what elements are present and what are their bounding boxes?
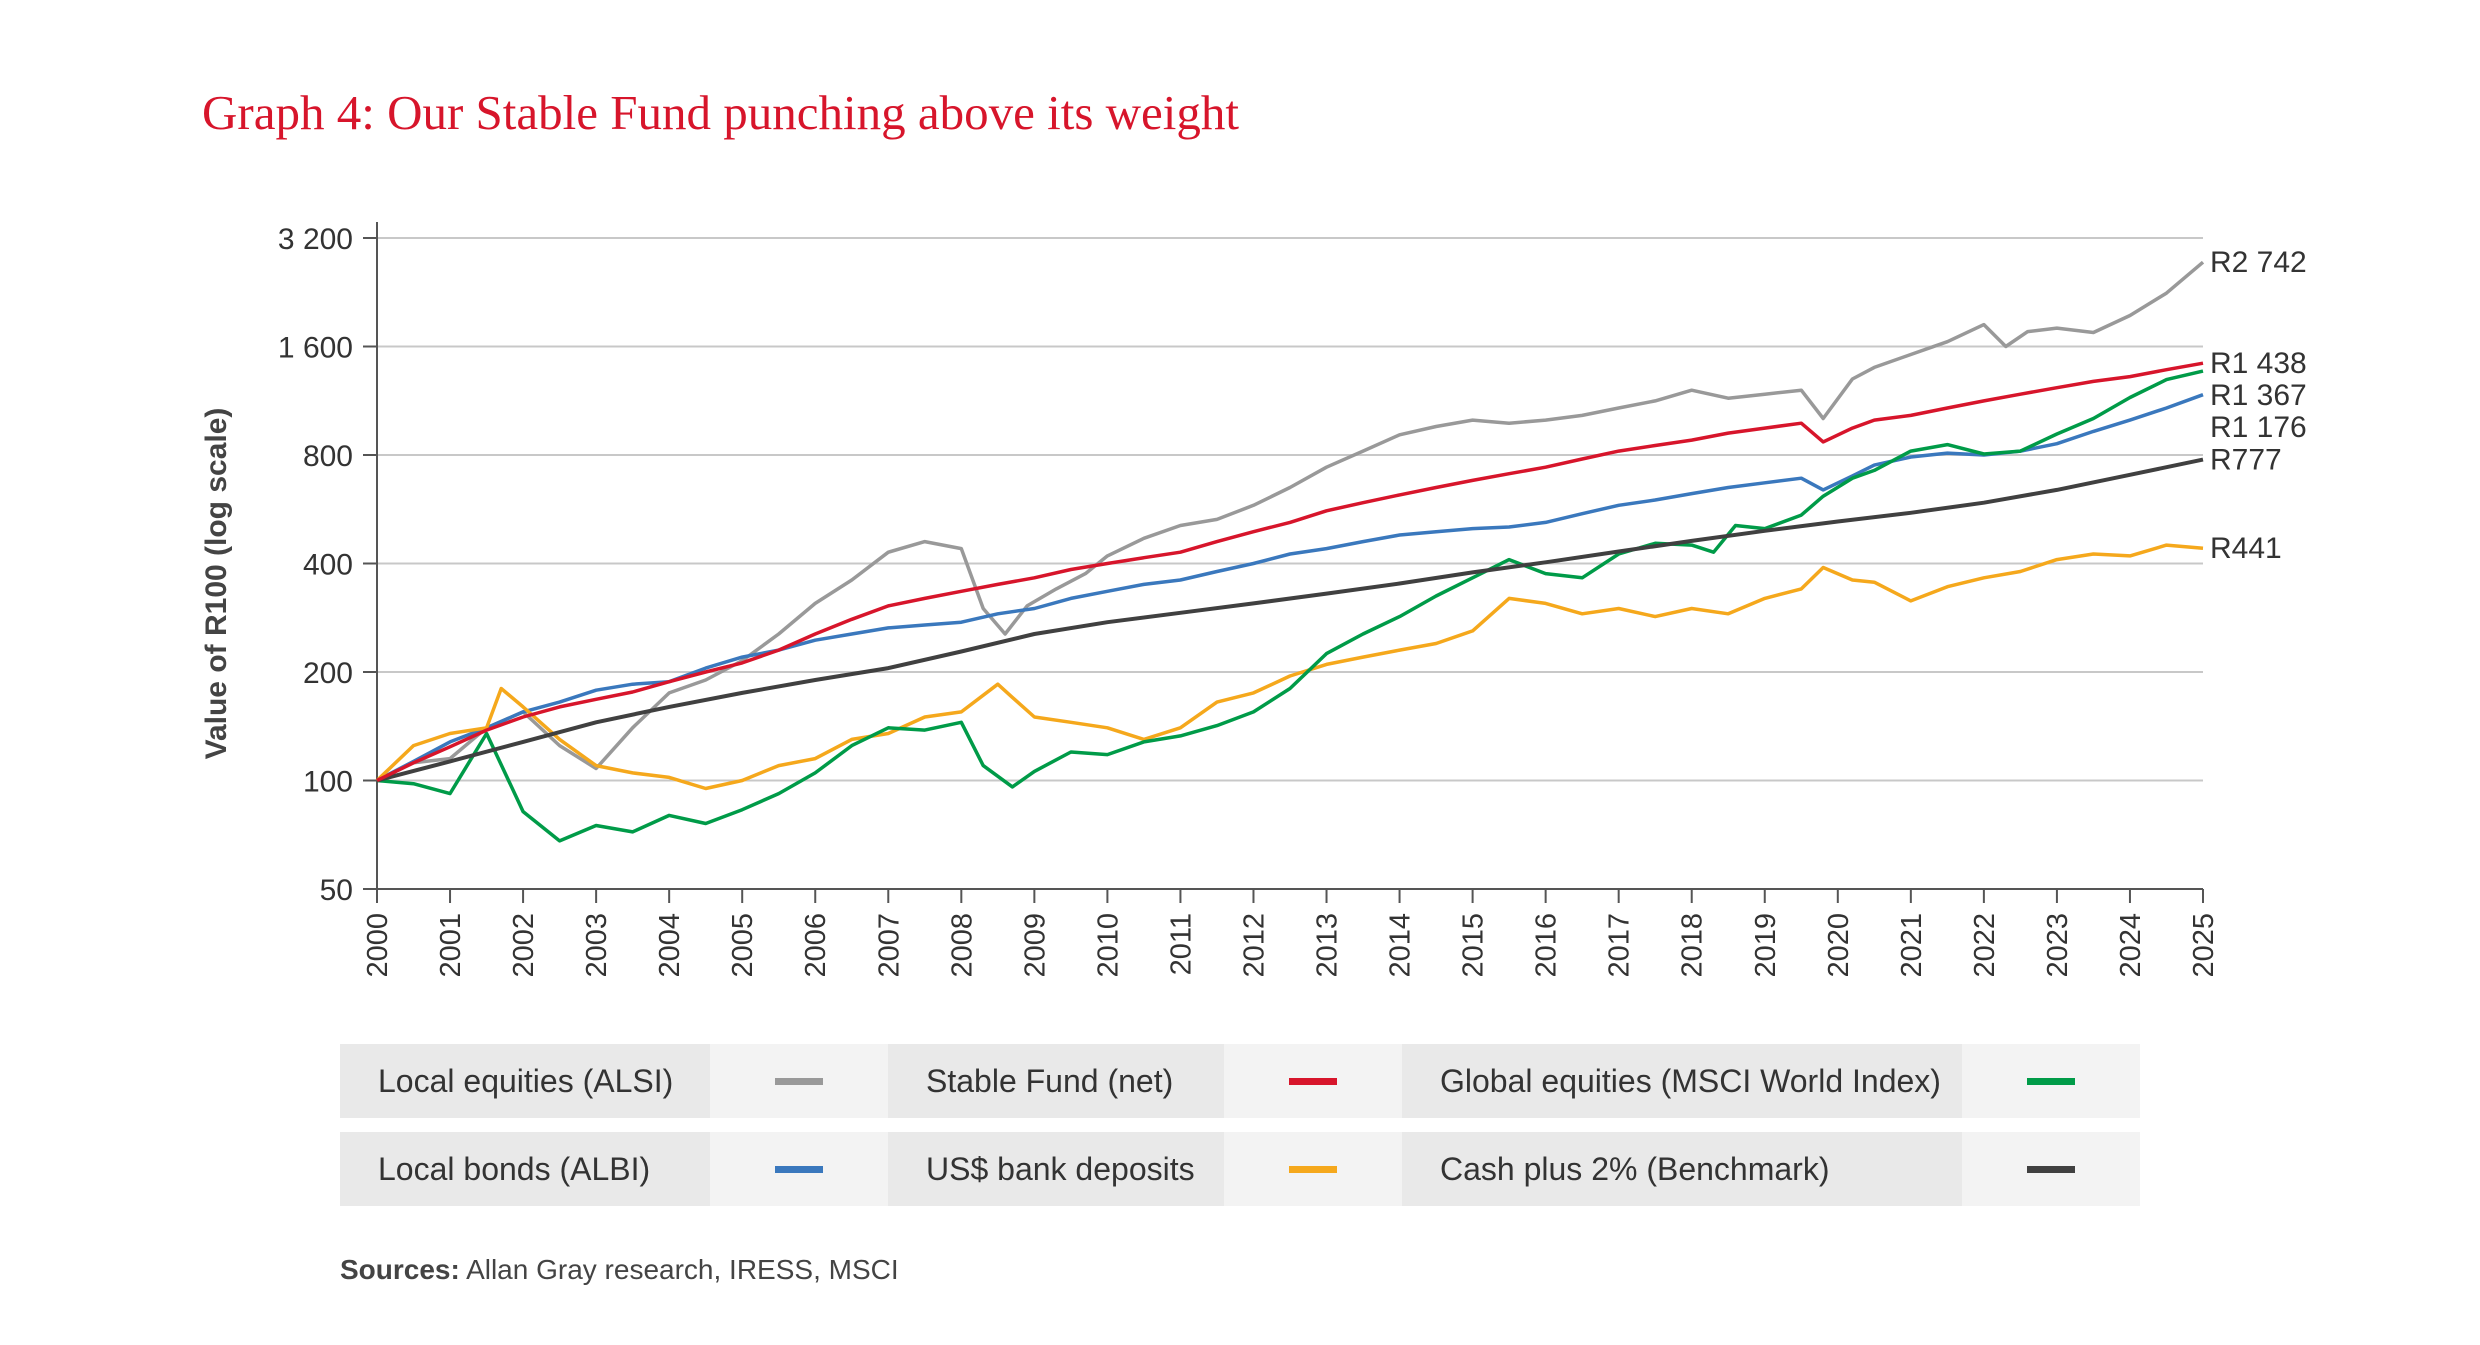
x-tick-label: 2021: [1896, 913, 1928, 978]
end-value-label: R1 176: [2210, 411, 2307, 444]
x-tick-label: 2022: [1969, 913, 2001, 978]
x-tick-label: 2019: [1750, 913, 1782, 978]
x-tick-label: 2009: [1019, 913, 1051, 978]
legend: Local equities (ALSI) Stable Fund (net) …: [340, 1044, 2140, 1220]
x-tick-label: 2001: [435, 913, 467, 978]
legend-line-cash-plus: [2027, 1165, 2075, 1173]
series-line-global-equities-msci-world-index: [376, 369, 2204, 843]
legend-label-local-bonds: Local bonds (ALBI): [340, 1132, 710, 1206]
x-tick-label: 2000: [362, 913, 394, 978]
x-tick-label: 2015: [1458, 913, 1490, 978]
y-tick-label: 400: [303, 549, 353, 582]
y-tick-label: 3 200: [278, 223, 353, 256]
sources-note: Sources: Allan Gray research, IRESS, MSC…: [340, 1254, 899, 1286]
x-tick-label: 2018: [1677, 913, 1709, 978]
series-line-us-bank-deposits: [375, 543, 2204, 791]
x-tick-label: 2012: [1238, 913, 1270, 978]
x-tick-label: 2011: [1165, 913, 1197, 975]
x-tick-label: 2025: [2188, 913, 2220, 978]
y-tick-label: 100: [303, 766, 353, 799]
legend-row: Local equities (ALSI) Stable Fund (net) …: [340, 1044, 2140, 1118]
x-tick-label: 2016: [1531, 913, 1563, 978]
legend-label-global-equities: Global equities (MSCI World Index): [1402, 1044, 1962, 1118]
x-tick-label: 2004: [654, 913, 686, 978]
legend-line-usd-deposits: [1289, 1165, 1337, 1173]
x-tick-label: 2007: [873, 913, 905, 978]
y-tick-label: 50: [320, 874, 353, 907]
x-tick-label: 2005: [727, 913, 759, 978]
line-chart: 50 100 200 400 800 1 600 3 200 2000 2001 2002 2003…: [200, 222, 2307, 978]
y-tick-label: 1 600: [278, 332, 353, 365]
legend-swatch-global-equities: [1962, 1044, 2140, 1118]
legend-line-stable-fund: [1289, 1077, 1337, 1085]
x-tick-label: 2014: [1385, 913, 1417, 978]
legend-line-local-equities: [775, 1077, 823, 1085]
legend-swatch-stable-fund: [1224, 1044, 1402, 1118]
legend-swatch-usd-deposits: [1224, 1132, 1402, 1206]
end-value-label: R1 438: [2210, 347, 2307, 380]
x-tick-label: 2010: [1092, 913, 1124, 978]
legend-swatch-local-bonds: [710, 1132, 888, 1206]
end-value-label: R441: [2210, 532, 2282, 565]
sources-text: Allan Gray research, IRESS, MSCI: [459, 1254, 899, 1285]
series-line-local-bonds-albi: [376, 393, 2204, 783]
end-value-label: R777: [2210, 444, 2282, 477]
x-tick-label: 2023: [2042, 913, 2074, 978]
series-line-stable-fund-net: [376, 361, 2204, 783]
chart-title: Graph 4: Our Stable Fund punching above …: [202, 85, 1240, 140]
x-tick-label: 2003: [581, 913, 613, 978]
legend-swatch-cash-plus: [1962, 1132, 2140, 1206]
y-tick-label: 800: [303, 440, 353, 473]
legend-label-cash-plus: Cash plus 2% (Benchmark): [1402, 1132, 1962, 1206]
x-tick-label: 2020: [1823, 913, 1855, 978]
end-value-label: R2 742: [2210, 246, 2307, 279]
sources-label: Sources:: [340, 1254, 460, 1285]
x-tick-label: 2017: [1604, 913, 1636, 978]
x-tick-label: 2008: [946, 913, 978, 978]
legend-line-local-bonds: [775, 1165, 823, 1173]
end-value-label: R1 367: [2210, 379, 2307, 412]
series-line-cash-plus-2-benchmark: [376, 457, 2204, 783]
legend-label-local-equities: Local equities (ALSI): [340, 1044, 710, 1118]
x-tick-label: 2002: [508, 913, 540, 978]
series-line-local-equities-alsi: [376, 260, 2205, 783]
legend-row: Local bonds (ALBI) US$ bank deposits Cas…: [340, 1132, 2140, 1206]
legend-line-global-equities: [2027, 1077, 2075, 1085]
legend-label-usd-deposits: US$ bank deposits: [888, 1132, 1224, 1206]
y-axis-label: Value of R100 (log scale): [200, 408, 233, 760]
x-tick-label: 2006: [800, 913, 832, 978]
y-tick-label: 200: [303, 657, 353, 690]
legend-label-stable-fund: Stable Fund (net): [888, 1044, 1224, 1118]
x-tick-label: 2013: [1312, 913, 1344, 978]
x-tick-label: 2024: [2115, 913, 2147, 978]
legend-swatch-local-equities: [710, 1044, 888, 1118]
